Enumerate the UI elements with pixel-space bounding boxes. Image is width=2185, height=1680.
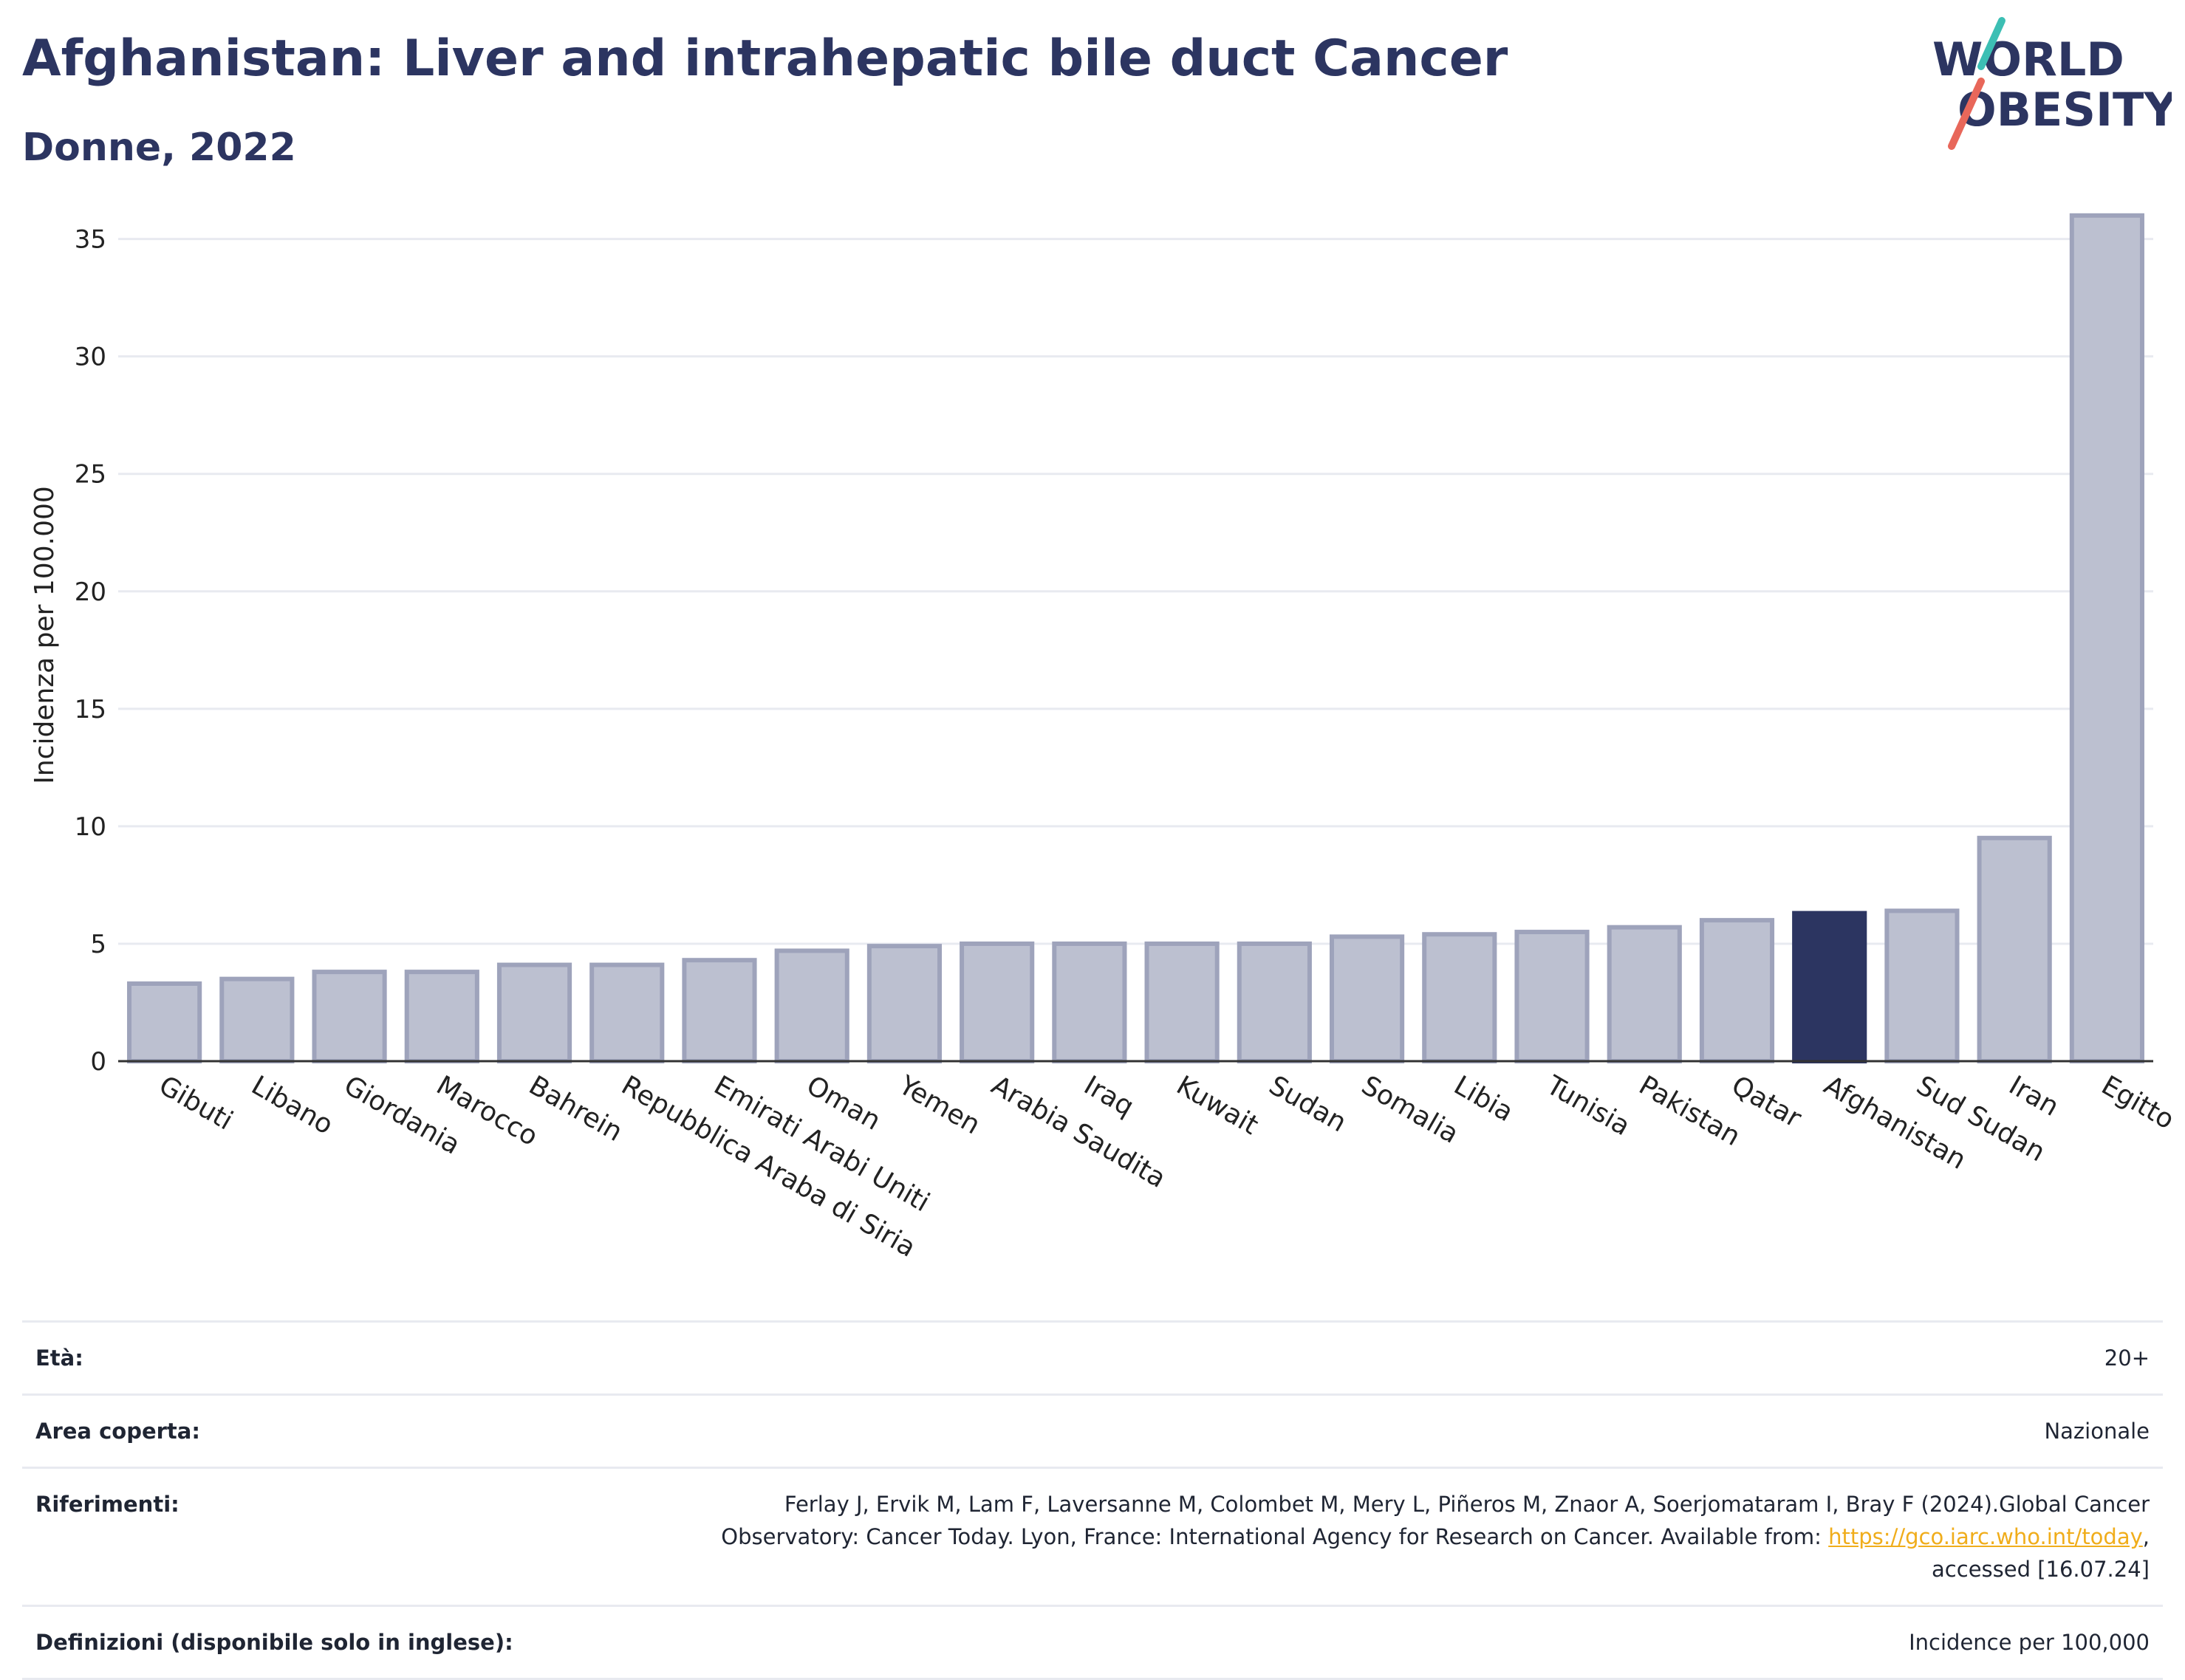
y-tick-label: 20 xyxy=(75,577,106,607)
x-tick-label: Bahrein xyxy=(524,1070,627,1148)
bar-kuwait[interactable] xyxy=(1144,941,1220,1063)
meta-label-eta: Età: xyxy=(35,1345,83,1371)
bar-chart: 0 5 10 15 20 25 30 35 Gibuti Libano GiordaniaMaro… xyxy=(30,213,2179,1264)
y-tick-label: 35 xyxy=(75,225,106,255)
meta-row-eta: Età: 20+ xyxy=(22,1320,2163,1393)
bar-somalia[interactable] xyxy=(1329,934,1405,1063)
bar-bahrein[interactable] xyxy=(496,962,572,1064)
bar-afghanistan[interactable] xyxy=(1792,911,1867,1064)
meta-label-definizioni: Definizioni (disponibile solo in inglese… xyxy=(35,1630,513,1655)
bar-oman[interactable] xyxy=(774,948,849,1063)
bar-giordania[interactable] xyxy=(312,970,387,1063)
y-axis-label: Incidenza per 100.000 xyxy=(30,486,60,784)
y-tick-label: 30 xyxy=(75,343,106,372)
bar-libano[interactable] xyxy=(219,976,295,1063)
bar-repubblica-araba-di-siria[interactable] xyxy=(589,962,665,1064)
logo-slash-teal xyxy=(1977,17,2006,70)
metadata-table: Età: 20+ Area coperta: Nazionale Riferim… xyxy=(22,1320,2163,1680)
x-tick-label: Yemen xyxy=(893,1070,985,1141)
bar-iran[interactable] xyxy=(1977,835,2052,1063)
x-tick-label: Egitto xyxy=(2096,1070,2179,1135)
bar-tunisia[interactable] xyxy=(1514,930,1590,1063)
bar-qatar[interactable] xyxy=(1699,918,1775,1063)
meta-row-area: Area coperta: Nazionale xyxy=(22,1393,2163,1467)
meta-value-riferimenti: Ferlay J, Ervik M, Lam F, Laversanne M, … xyxy=(672,1488,2150,1585)
x-tick-label: Gibuti xyxy=(154,1070,238,1136)
x-tick-label: Iraq xyxy=(1078,1070,1138,1122)
reference-text: Ferlay J, Ervik M, Lam F, Laversanne M, … xyxy=(721,1492,2150,1549)
meta-row-definizioni: Definizioni (disponibile solo in inglese… xyxy=(22,1605,2163,1680)
logo-text-obesity: OBESITY xyxy=(1957,83,2172,137)
meta-value-definizioni: Incidence per 100,000 xyxy=(1909,1630,2150,1655)
bar-libia[interactable] xyxy=(1422,932,1497,1063)
x-tick-label: Libia xyxy=(1449,1070,1518,1128)
x-tick-label: Iran xyxy=(2004,1070,2064,1122)
meta-label-riferimenti: Riferimenti: xyxy=(35,1492,179,1517)
bar-emirati-arabi-uniti[interactable] xyxy=(682,958,757,1063)
x-tick-label: Libano xyxy=(246,1070,338,1140)
meta-value-eta: 20+ xyxy=(2104,1345,2150,1371)
bar-egitto[interactable] xyxy=(2069,213,2144,1064)
page-subtitle: Donne, 2022 xyxy=(22,126,296,170)
bar-iraq[interactable] xyxy=(1052,941,1127,1063)
x-tick-label: Sudan xyxy=(1264,1070,1352,1138)
bar-gibuti[interactable] xyxy=(127,981,202,1063)
y-tick-label: 0 xyxy=(90,1047,106,1077)
meta-value-area: Nazionale xyxy=(2044,1419,2150,1444)
reference-accessed: , accessed [16.07.24] xyxy=(1932,1524,2150,1582)
bar-arabia-saudita[interactable] xyxy=(960,941,1035,1063)
world-obesity-logo: WORLD OBESITY xyxy=(1932,17,2172,150)
bar-yemen[interactable] xyxy=(866,944,943,1063)
y-tick-label: 10 xyxy=(75,812,106,842)
x-tick-label: Arabia Saudita xyxy=(986,1070,1171,1194)
x-tick-label: Somalia xyxy=(1356,1070,1463,1150)
meta-label-area: Area coperta: xyxy=(35,1419,200,1444)
bars xyxy=(127,213,2144,1064)
y-tick-label: 5 xyxy=(90,930,106,959)
grid-lines xyxy=(118,238,2153,945)
logo-slash-red xyxy=(1948,78,1985,150)
reference-link[interactable]: https://gco.iarc.who.int/today xyxy=(1828,1524,2143,1549)
bar-sudan[interactable] xyxy=(1237,941,1312,1063)
bar-sud-sudan[interactable] xyxy=(1884,908,1960,1064)
x-axis-ticks: Gibuti Libano GiordaniaMaroccoBahreinRepub… xyxy=(154,1070,2179,1264)
x-tick-label: Tunisia xyxy=(1541,1070,1635,1142)
bar-pakistan[interactable] xyxy=(1607,925,1682,1064)
x-tick-label: Pakistan xyxy=(1634,1070,1745,1152)
y-tick-label: 15 xyxy=(75,695,106,724)
bar-marocco[interactable] xyxy=(404,970,479,1063)
y-tick-label: 25 xyxy=(75,460,106,490)
logo-text-world: WORLD xyxy=(1932,32,2124,86)
meta-row-riferimenti: Riferimenti: Ferlay J, Ervik M, Lam F, L… xyxy=(22,1467,2163,1605)
x-tick-label: Kuwait xyxy=(1172,1070,1264,1141)
y-axis-ticks: 0 5 10 15 20 25 30 35 xyxy=(75,225,106,1077)
page-title: Afghanistan: Liver and intrahepatic bile… xyxy=(22,30,1508,88)
